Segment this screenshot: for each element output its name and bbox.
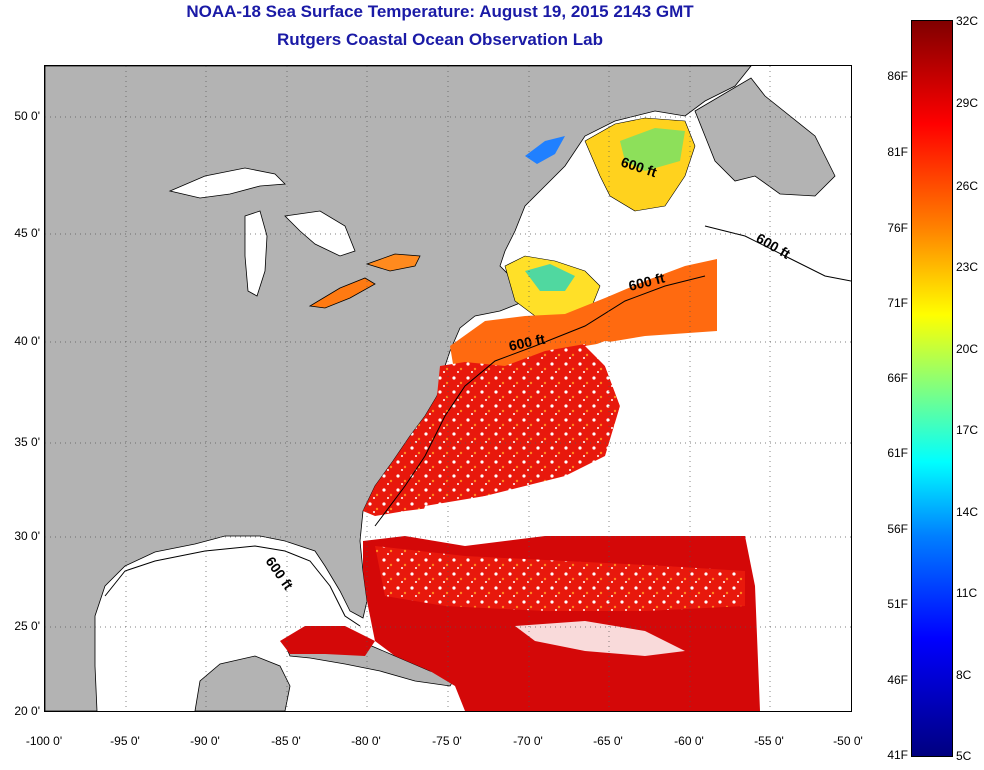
land-yucatan [194,655,291,711]
sst-gulf-of-maine-cool [525,264,575,291]
lat-tick-30: 30 0' [14,529,40,543]
temperature-colorbar [911,20,953,757]
sst-slope-water [450,259,717,376]
sst-gulf-st-lawrence-cool [620,128,685,171]
lon-tick-60: -60 0' [674,734,704,748]
colorbar-label-71f: 71F [887,296,908,310]
lon-tick-65: -65 0' [593,734,623,748]
lon-tick-80: -80 0' [351,734,381,748]
colorbar-label-11c: 11C [956,586,978,600]
lon-tick-95: -95 0' [110,734,140,748]
lat-tick-50: 50 0' [14,109,40,123]
colorbar-label-14c: 14C [956,505,979,519]
colorbar-label-32c: 32C [956,14,979,28]
colorbar-label-8c: 8C [956,668,972,682]
colorbar-label-29c: 29C [956,96,979,110]
land-newfoundland [694,77,836,197]
lon-tick-100: -100 0' [25,734,63,748]
contour-600ft-gulf [104,545,361,627]
colorbar-label-81f: 81F [887,145,908,159]
colorbar-label-46f: 46F [887,673,908,687]
colorbar-label-17c: 17C [956,423,979,437]
lake-huron [284,210,356,257]
lon-tick-55: -55 0' [754,734,784,748]
sst-southern-mix [375,546,745,611]
lat-tick-40: 40 0' [14,334,40,348]
lon-tick-85: -85 0' [271,734,301,748]
lon-tick-70: -70 0' [513,734,543,748]
lon-tick-50: -50 0' [833,734,863,748]
lat-tick-35: 35 0' [14,435,40,449]
sst-caribbean [280,626,375,656]
contour-label-600ft-4: 600 ft [507,331,546,354]
colorbar-label-86f: 86F [887,69,908,83]
map-title: NOAA-18 Sea Surface Temperature: August … [186,2,694,21]
contour-label-600ft-2: 600 ft [754,230,794,262]
map-subtitle: Rutgers Coastal Ocean Observation Lab [277,30,603,49]
lat-tick-20: 20 0' [14,704,40,718]
sst-map: 600 ft 600 ft 600 ft 600 ft 600 ft [44,65,852,712]
lat-tick-25: 25 0' [14,619,40,633]
lake-michigan [244,210,268,297]
lat-tick-45: 45 0' [14,226,40,240]
colorbar-label-56f: 56F [887,522,908,536]
cloud-region-central [415,331,745,546]
colorbar-label-61f: 61F [887,446,908,460]
contour-600ft-east [374,275,706,527]
colorbar-label-20c: 20C [956,342,979,356]
lake-ontario [365,253,421,272]
colorbar-label-76f: 76F [887,221,908,235]
colorbar-label-51f: 51F [887,597,908,611]
colorbar-label-26c: 26C [956,179,979,193]
contour-600ft-northeast [704,225,851,282]
sst-st-lawrence-estuary-cold [525,136,565,164]
colorbar-label-41f: 41F [887,748,908,762]
lake-superior [168,167,286,199]
lon-tick-90: -90 0' [190,734,220,748]
sst-gulf-stream-warm [363,344,620,516]
colorbar-label-66f: 66F [887,371,908,385]
cloud-patch-south [515,621,685,656]
lake-erie [308,277,376,309]
colorbar-label-23c: 23C [956,260,979,274]
colorbar-label-5c: 5C [956,749,972,763]
sst-map-canvas: 600 ft 600 ft 600 ft 600 ft 600 ft [45,66,851,711]
lon-tick-75: -75 0' [432,734,462,748]
contour-label-600ft-5: 600 ft [263,554,297,593]
